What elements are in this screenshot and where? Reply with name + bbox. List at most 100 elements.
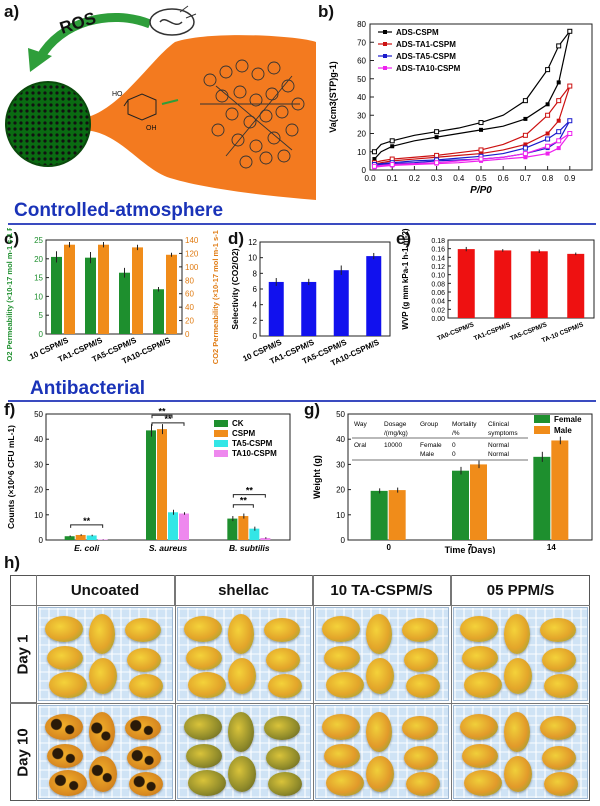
chart-e-frame [447, 239, 595, 319]
photo-grid-line [36, 575, 37, 801]
chart-b-xtick-label: 0.7 [520, 174, 532, 183]
chart-d-ytick-label: 10 [248, 254, 257, 263]
panel-h-label: h) [4, 553, 21, 572]
chart-c-ylabel-right: CO2 Permeability (×10-17 mol m-1 s-1 Pa-… [211, 228, 220, 364]
chart-c-bar-o2 [153, 289, 164, 334]
mango-fruit [366, 658, 394, 694]
mango-fruit [264, 716, 300, 740]
molecule-ho-label: HO [112, 91, 123, 98]
chart-b-point [556, 98, 562, 104]
chart-f-legend-label: CSPM [232, 429, 255, 438]
chart-f-antibacterial: 0 10 20 30 40 50 E. coli S. aureus B. subtilis **… [6, 406, 291, 553]
mango-fruit [127, 746, 161, 770]
chart-f-significance-label: ** [240, 496, 248, 506]
mango-fruit [460, 616, 498, 642]
mango-fruit [542, 648, 576, 672]
chart-f-ytick-label: 0 [39, 536, 44, 545]
chart-f-significance-bracket [151, 414, 173, 419]
section-divider [8, 223, 596, 225]
coating-plume [84, 35, 316, 200]
chart-f-significance-bracket [232, 504, 254, 508]
chart-b-legend-label: ADS-TA5-CSPM [396, 52, 456, 61]
chart-g-table-cell: 0 [452, 451, 456, 458]
chart-f-legend-swatch [214, 440, 228, 447]
mango-tray-photo [177, 705, 311, 799]
chart-g-ylabel: Weight (g) [312, 455, 322, 499]
section-controlled-atmosphere: Controlled-atmosphere [14, 200, 224, 221]
chart-b-ylabel: Va(cm3(STP)g-1) [328, 61, 338, 133]
chart-b-point [372, 157, 377, 162]
chart-g-table-cell: Normal [488, 442, 510, 449]
mango-fruit [264, 618, 300, 642]
chart-b-point [523, 155, 528, 160]
panel-c-label: c) [4, 229, 20, 248]
section-divider [8, 400, 596, 402]
chart-b-point [523, 116, 528, 121]
chart-b-xtick-label: 0.6 [498, 174, 510, 183]
mango-fruit [544, 674, 578, 698]
chart-f-significance-bracket [151, 422, 185, 426]
chart-b-point [434, 160, 440, 166]
chart-f-ytick-label: 40 [34, 435, 43, 444]
mango-fruit [45, 616, 83, 642]
mango-fruit [49, 672, 87, 698]
chart-g-legend-label: Female [554, 415, 582, 424]
mango-fruit [504, 756, 532, 792]
chart-d-bar [366, 256, 382, 336]
mango-fruit [324, 646, 360, 670]
chart-c-ytick-label-left: 25 [34, 236, 43, 245]
chart-d-ylabel: Selectivity (CO2/O2) [230, 248, 240, 329]
chart-g-ytick-label: 40 [336, 435, 345, 444]
chart-f-significance-bracket [70, 524, 104, 528]
mango-fruit [89, 658, 117, 694]
mango-fruit [540, 716, 576, 740]
mango-fruit [542, 746, 576, 770]
mango-fruit [322, 616, 360, 642]
chart-g-table-header: Clinical [488, 421, 510, 428]
chart-g-legend-swatch [534, 426, 550, 434]
chart-b-point [479, 151, 483, 156]
chart-b-point [522, 145, 528, 151]
chart-c-ytick-label-left: 0 [39, 330, 44, 339]
chart-b-point [556, 138, 562, 144]
chart-e-bar [567, 253, 585, 318]
chart-b-xtick-label: 0.5 [475, 174, 487, 183]
chart-b-point [545, 67, 551, 73]
chart-c-bar-co2 [132, 247, 143, 334]
chart-b-point [389, 162, 395, 168]
chart-c-bar-o2 [85, 257, 96, 334]
chart-g-table-cell: 10000 [384, 442, 402, 449]
chart-f-bar [146, 430, 156, 540]
mango-fruit [49, 770, 87, 796]
chart-b-xtick-label: 0.8 [542, 174, 554, 183]
chart-d-ytick-label: 12 [248, 238, 257, 247]
chart-f-legend-label: CK [232, 419, 244, 428]
chart-c-ytick-label-right: 120 [185, 249, 199, 258]
chart-b-ytick-label: 40 [357, 93, 366, 102]
chart-g-ytick-label: 20 [336, 486, 345, 495]
chart-b-xtick-label: 0.9 [564, 174, 576, 183]
mango-fruit [45, 714, 83, 740]
chart-f-ytick-label: 30 [34, 460, 43, 469]
chart-c-ytick-label-right: 80 [185, 276, 194, 285]
mango-fruit [129, 674, 163, 698]
chart-f-bar [64, 536, 75, 540]
mango-fruit [324, 744, 360, 768]
chart-b-ytick-label: 60 [357, 57, 366, 66]
chart-c-bar-o2 [51, 256, 62, 334]
chart-e-xtick-label: TA0-CSPM/S [436, 321, 475, 342]
chart-e-wvp: 0.00 0.020.04 0.06 0.080.10 0.12 0.140.16 0.18… [401, 228, 595, 344]
mango-fruit [402, 618, 438, 642]
chart-f-bar [249, 528, 260, 540]
chart-e-ytick-label: 0.10 [431, 273, 445, 280]
mango-tray-photo [315, 705, 449, 799]
chart-f-ytick-label: 20 [34, 486, 43, 495]
chart-g-ytick-label: 0 [341, 536, 346, 545]
chart-g-table-header: Dosage [384, 421, 407, 428]
chart-e-ytick-label: 0.00 [431, 316, 445, 323]
chart-c-ytick-label-left: 10 [34, 292, 43, 301]
chart-e-bar [494, 250, 512, 318]
mango-fruit [188, 770, 226, 796]
chart-d-bar [333, 270, 349, 336]
